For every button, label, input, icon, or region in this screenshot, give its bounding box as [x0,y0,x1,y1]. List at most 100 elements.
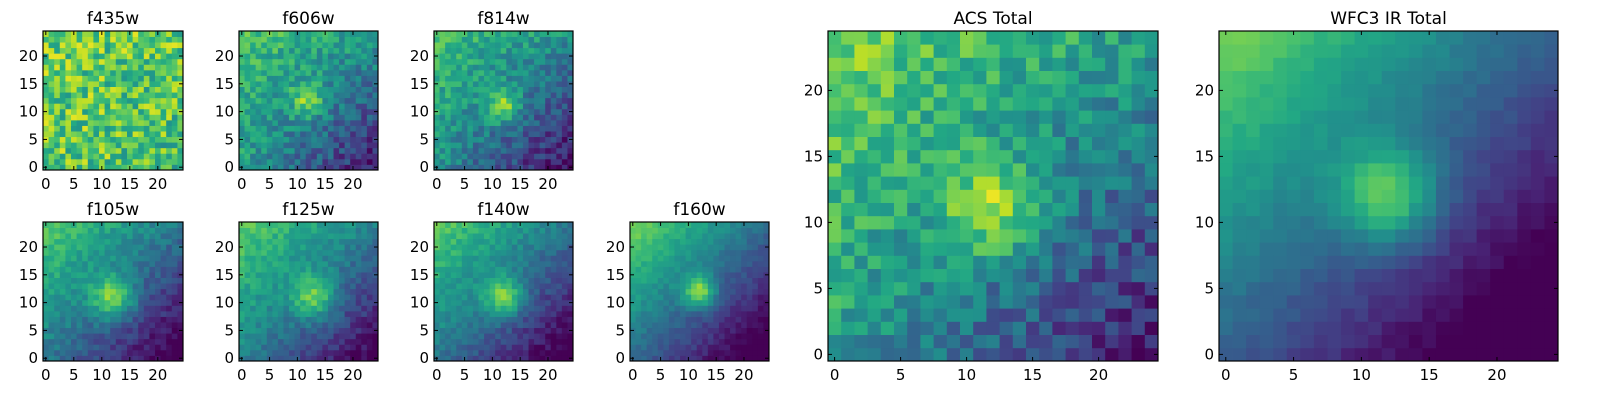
heatmap-cell [467,316,474,323]
heatmap-cell [1144,347,1159,362]
heatmap-cell [300,164,307,171]
heatmap-cell [1131,295,1146,309]
heatmap-cell [450,64,457,71]
heatmap-cell [522,222,529,228]
heatmap-cell [741,316,748,323]
heatmap-cell [1052,308,1066,322]
heatmap-cell [261,344,268,351]
heatmap-cell [149,322,156,329]
heatmap-cell [43,158,49,165]
heatmap-cell [255,310,262,317]
heatmap-cell [741,305,748,312]
heatmap-cell [556,299,563,306]
heatmap-cell [735,327,742,334]
heatmap-cell [730,233,737,240]
heatmap-cell [757,344,764,351]
heatmap-cell [506,249,513,256]
heatmap-cell [355,310,362,317]
heatmap-cell [255,69,262,76]
x-tick-label: 5 [265,366,275,384]
heatmap-cell [556,344,563,351]
heatmap-cell [289,322,295,329]
heatmap-cell [545,272,552,278]
heatmap-cell [149,114,156,121]
heatmap-cell [556,266,563,273]
heatmap-cell [277,164,284,171]
heatmap-cell [366,244,373,251]
heatmap-cell [239,69,245,76]
heatmap-cell [445,114,452,121]
heatmap-cell [244,299,251,306]
heatmap-cell [506,266,513,273]
heatmap-cell [132,288,139,295]
heatmap-cell [261,153,268,160]
heatmap-cell [48,299,55,306]
heatmap-cell [372,103,379,110]
heatmap-cell [300,277,307,284]
heatmap-cell [522,75,529,82]
heatmap-cell [361,36,368,43]
heatmap-cell [528,272,535,278]
heatmap-cell [171,316,178,323]
heatmap-cell [149,142,156,149]
heatmap-cell [724,355,731,362]
heatmap-cell [266,119,273,126]
heatmap-cell [854,255,868,269]
heatmap-cell [489,142,496,149]
heatmap-cell [59,288,66,295]
heatmap-cell [110,114,117,121]
heatmap-cell [528,355,535,362]
heatmap-cell [361,147,368,154]
heatmap-cell [1065,308,1080,322]
heatmap-cell [48,31,55,37]
heatmap-cell [635,249,642,256]
heatmap-cell [668,294,675,301]
heatmap-cell [272,97,279,104]
heatmap-cell [534,222,541,228]
heatmap-cell [239,119,245,126]
heatmap-cell [757,266,764,273]
heatmap-cell [1078,347,1093,362]
heatmap-cell [166,327,173,334]
heatmap-cell [366,283,373,290]
heatmap-cell [255,277,262,284]
heatmap-cell [160,158,167,165]
heatmap-cell [143,108,150,115]
heatmap-cell [255,75,262,82]
heatmap-cell [724,233,731,240]
heatmap-cell [456,294,463,301]
heatmap-cell [713,244,720,251]
heatmap-cell [674,316,681,323]
heatmap-cell [171,119,178,126]
heatmap-cell [1052,334,1066,349]
heatmap-cell [305,103,312,110]
heatmap-cell [685,294,692,301]
heatmap-cell [522,131,529,138]
heatmap-cell [724,244,731,251]
heatmap-cell [999,176,1014,190]
heatmap-cell [149,310,156,317]
heatmap-cell [110,266,117,273]
heatmap-cell [657,310,664,317]
heatmap-cell [355,36,362,43]
heatmap-cell [277,344,284,351]
heatmap-cell [506,92,513,99]
heatmap-cell [110,42,117,49]
heatmap-cell [635,244,642,251]
heatmap-cell [511,266,518,273]
heatmap-cell [93,249,100,256]
heatmap-cell [143,136,150,143]
heatmap-cell [350,244,357,251]
heatmap-cell [434,119,440,126]
heatmap-cell [478,266,485,273]
heatmap-cell [1092,163,1106,177]
heatmap-cell [534,58,541,65]
heatmap-cell [478,277,485,284]
heatmap-cell [973,215,987,230]
heatmap-cell [663,305,670,312]
heatmap-cell [702,249,709,256]
heatmap-cell [880,321,895,335]
heatmap-cell [522,103,529,110]
heatmap-cell [534,142,541,149]
heatmap-cell [177,266,184,273]
